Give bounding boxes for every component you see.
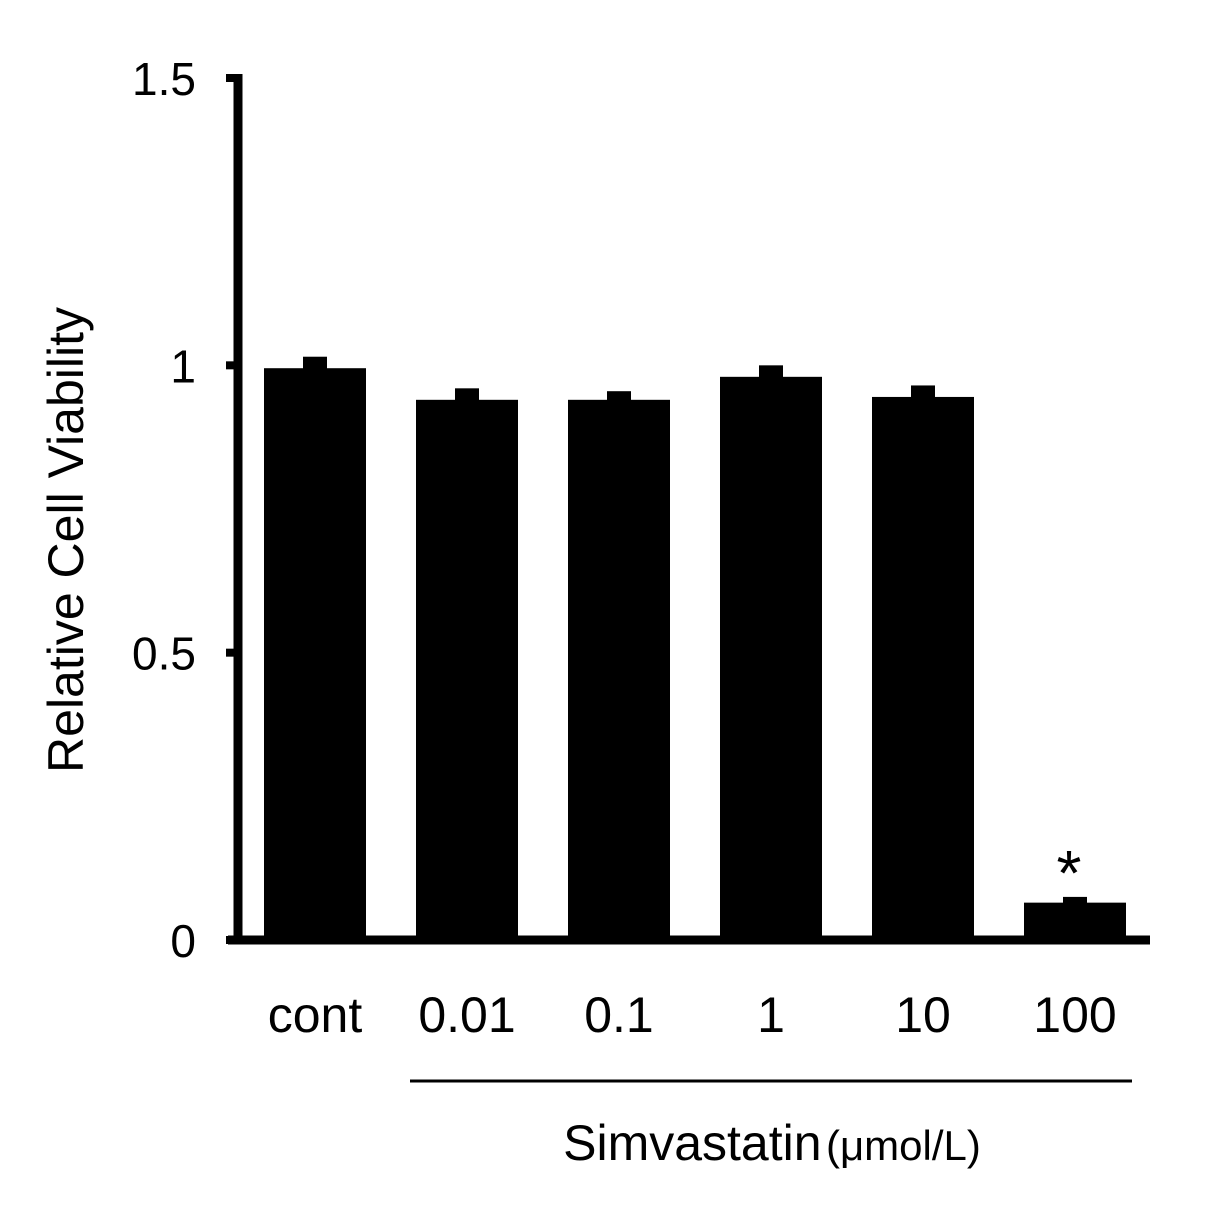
error-bar-0.01: [455, 388, 479, 402]
y-axis-ticks: 0 0.5 1 1.5: [132, 53, 238, 967]
y-tick-label: 0: [170, 915, 196, 967]
x-group-label: Simvastatin (μmol/L): [563, 1115, 981, 1171]
bar-cont: [264, 368, 366, 940]
error-bar-10: [911, 385, 935, 399]
x-category-label: 100: [1033, 987, 1116, 1043]
error-bars: [303, 356, 1087, 905]
y-axis-label: Relative Cell Viability: [38, 307, 94, 773]
error-bar-1: [759, 365, 783, 379]
x-group-label-unit: (μmol/L): [826, 1122, 981, 1169]
bar-100: [1024, 902, 1126, 940]
bar-10: [872, 396, 974, 940]
significance-asterisk: *: [1057, 837, 1082, 909]
x-category-label: 0.1: [584, 987, 654, 1043]
bar-0.01: [416, 399, 518, 940]
x-group-label-name: Simvastatin: [563, 1115, 821, 1171]
significance-annotations: *: [1057, 837, 1082, 909]
y-tick-label: 1.5: [132, 53, 196, 105]
y-tick-label: 0.5: [132, 628, 196, 680]
x-category-label: 1: [757, 987, 785, 1043]
y-tick-label: 1: [170, 340, 196, 392]
bars: [264, 368, 1126, 940]
bar-0.1: [568, 399, 670, 940]
x-category-label: 10: [895, 987, 951, 1043]
x-category-label: cont: [268, 987, 363, 1043]
error-bar-0.1: [607, 391, 631, 402]
x-category-label: 0.01: [418, 987, 515, 1043]
error-bar-100: [1063, 896, 1087, 905]
x-axis-category-labels: cont 0.01 0.1 1 10 100: [268, 987, 1117, 1043]
bar-1: [720, 376, 822, 940]
error-bar-cont: [303, 356, 327, 371]
